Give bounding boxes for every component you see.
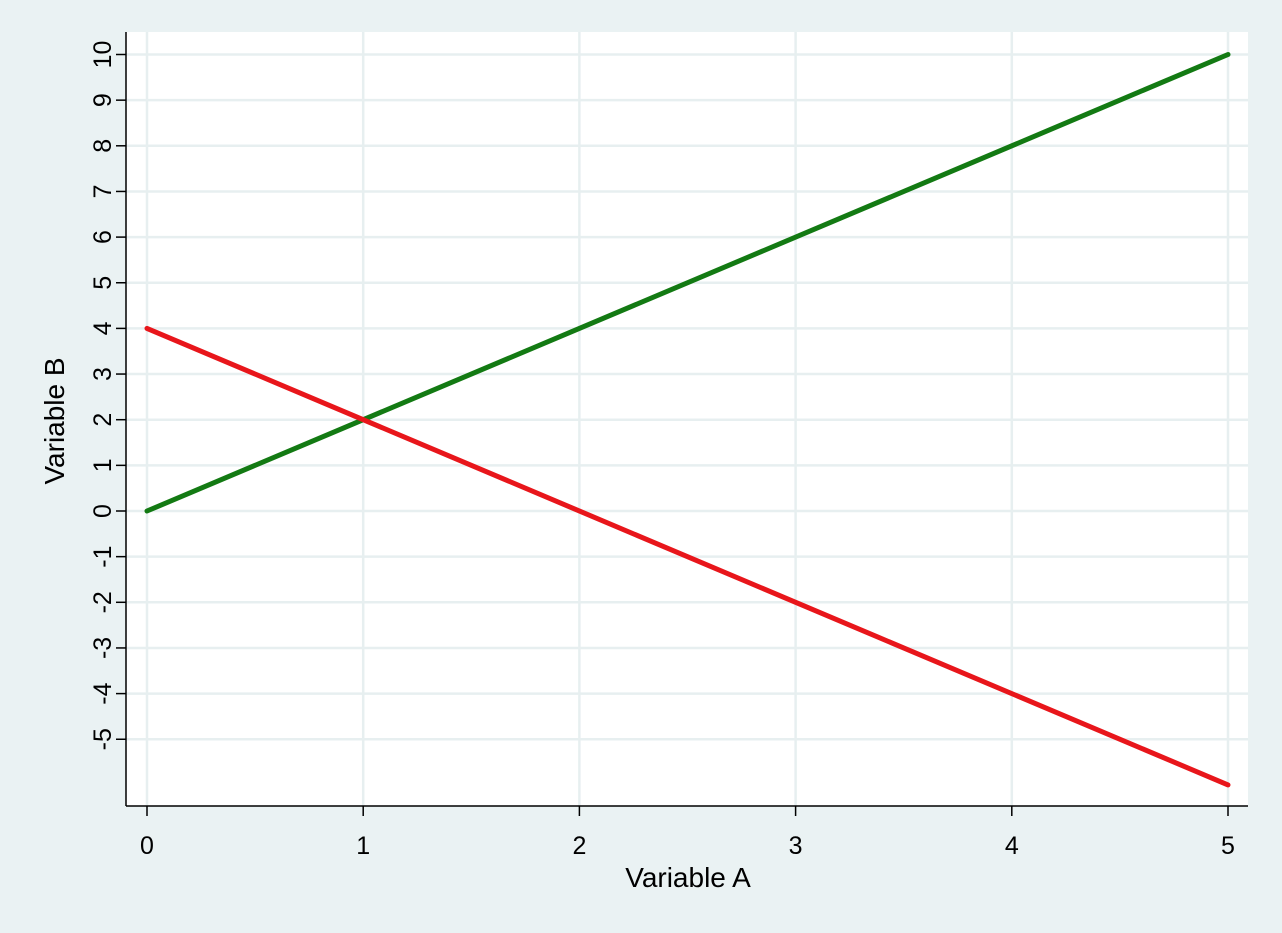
tick-labels: -5 -4 -3 -2 -1 0 1 2 3 4 5 6 7 8 9 10 0 1 2 3 4 5 bbox=[89, 41, 1235, 860]
y-axis-title: Variable B bbox=[39, 357, 70, 484]
series-line-2 bbox=[144, 325, 1231, 788]
x-tick-label: 3 bbox=[789, 832, 803, 860]
y-tick-label: 9 bbox=[89, 93, 117, 107]
axes bbox=[116, 32, 1248, 816]
y-tick-label: -4 bbox=[89, 682, 117, 704]
y-tick-label: 0 bbox=[89, 504, 117, 518]
y-tick-label: 8 bbox=[89, 139, 117, 153]
series-group bbox=[144, 52, 1231, 788]
x-tick-label: 0 bbox=[140, 832, 154, 860]
x-tick-label: 1 bbox=[356, 832, 370, 860]
y-tick-label: -3 bbox=[89, 637, 117, 659]
y-tick-label: 3 bbox=[89, 367, 117, 381]
x-axis-title: Variable A bbox=[625, 862, 751, 893]
y-tick-label: 4 bbox=[89, 321, 117, 335]
series-line-1 bbox=[144, 52, 1231, 514]
y-tick-label: -1 bbox=[89, 546, 117, 568]
y-tick-label: 6 bbox=[89, 230, 117, 244]
y-tick-label: 10 bbox=[89, 41, 117, 69]
x-tick-label: 4 bbox=[1005, 832, 1019, 860]
y-tick-label: 5 bbox=[89, 276, 117, 290]
x-tick-label: 2 bbox=[572, 832, 586, 860]
y-tick-label: -2 bbox=[89, 591, 117, 613]
y-tick-label: 7 bbox=[89, 184, 117, 198]
x-tick-label: 5 bbox=[1221, 832, 1235, 860]
y-tick-label: 1 bbox=[89, 458, 117, 472]
y-tick-label: 2 bbox=[89, 413, 117, 427]
y-tick-label: -5 bbox=[89, 728, 117, 750]
